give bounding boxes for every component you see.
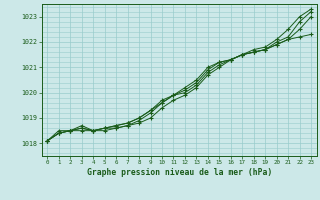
X-axis label: Graphe pression niveau de la mer (hPa): Graphe pression niveau de la mer (hPa) <box>87 168 272 177</box>
